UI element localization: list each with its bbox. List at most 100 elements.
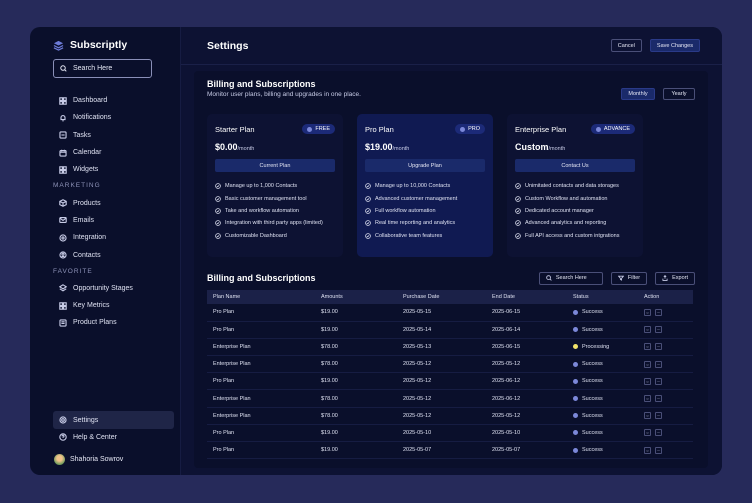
plan-feature: Take and workflow automation [215, 205, 335, 217]
price-period: /month [548, 146, 566, 152]
column-header[interactable]: End Date [492, 294, 515, 300]
status-badge: Processing [582, 343, 610, 350]
price-value: $19.00 [365, 142, 393, 152]
check-circle-icon [365, 220, 371, 227]
more-icon[interactable]: ⋯ [655, 360, 662, 368]
view-icon[interactable]: ○ [644, 377, 651, 385]
cancel-button[interactable]: Cancel [610, 39, 642, 52]
feature-text: Manage up to 10,000 Contacts [375, 183, 451, 190]
sidebar-item-tasks[interactable]: Tasks [53, 127, 172, 144]
sidebar-item-settings[interactable]: Settings [53, 411, 174, 429]
status-badge: Success [582, 378, 603, 385]
save-changes-button[interactable]: Save Changes [649, 39, 700, 52]
more-icon[interactable]: ⋯ [655, 326, 662, 334]
filter-icon [617, 275, 624, 281]
table-row[interactable]: Enterprise Plan $78.00 2025-05-12 2025-05-1… [207, 407, 693, 425]
sidebar-item-calendar[interactable]: Calendar [53, 144, 172, 161]
sidebar-item-products[interactable]: Products [53, 194, 172, 211]
yearly-toggle[interactable]: Yearly [663, 88, 695, 100]
view-icon[interactable]: ○ [644, 395, 651, 403]
badge-label: ADVANCE [603, 126, 630, 132]
sidebar-item-widgets[interactable]: Widgets [53, 161, 172, 178]
plan-price: $19.00/month [365, 142, 485, 152]
user-profile[interactable]: Shahoria Sowrov [53, 454, 174, 465]
sidebar-item-dashboard[interactable]: Dashboard [53, 92, 172, 109]
cell-amount: $78.00 [315, 338, 397, 357]
plan-feature: Manage up to 1,000 Contacts [215, 180, 335, 192]
view-icon[interactable]: ○ [644, 360, 651, 368]
sidebar-item-product-plans[interactable]: Product Plans [53, 314, 172, 331]
filter-button[interactable]: Filter [610, 271, 648, 285]
more-icon[interactable]: ⋯ [655, 308, 662, 316]
cell-status: Success [567, 424, 638, 443]
calendar-icon [59, 149, 67, 157]
more-icon[interactable]: ⋯ [655, 429, 662, 437]
feature-text: Customizable Dashboard [225, 232, 287, 239]
price-value: $0.00 [215, 142, 238, 152]
contact-icon [59, 251, 67, 259]
cell-purchase-date: 2025-05-12 [397, 407, 486, 425]
box-icon [59, 199, 67, 207]
view-icon[interactable]: ○ [644, 412, 651, 420]
table-search[interactable]: Search Here [538, 271, 603, 285]
more-icon[interactable]: ⋯ [655, 446, 662, 454]
plan-action-button[interactable]: Contact Us [515, 159, 635, 172]
cell-status: Success [567, 321, 638, 339]
view-icon[interactable]: ○ [644, 429, 651, 437]
table-row[interactable]: Enterprise Plan $78.00 2025-05-12 2025-06-1… [207, 389, 693, 408]
table-row[interactable]: Pro Plan $19.00 2025-05-15 2025-06-15 Succes… [207, 304, 693, 322]
view-icon[interactable]: ○ [644, 326, 651, 334]
monthly-toggle[interactable]: Monthly [621, 88, 655, 100]
column-header[interactable]: Action [644, 294, 660, 300]
check-circle-icon [215, 183, 221, 189]
metrics-icon [59, 301, 67, 310]
cell-purchase-date: 2025-05-07 [397, 441, 486, 460]
table-row[interactable]: Pro Plan $19.00 2025-05-14 2025-06-14 Succes… [207, 321, 693, 339]
check-circle-icon [215, 232, 221, 239]
more-icon[interactable]: ⋯ [655, 377, 662, 385]
plan-action-button[interactable]: Current Plan [215, 159, 335, 172]
column-header[interactable]: Amounts [321, 294, 343, 300]
sidebar-item-help[interactable]: Help & Center [53, 429, 174, 446]
plan-card-starter-plan: Starter Plan FREE $0.00/month Current Plan M… [207, 114, 343, 257]
integration-icon [59, 234, 67, 242]
sidebar-item-key-metrics[interactable]: Key Metrics [53, 297, 172, 314]
cell-status: Success [567, 304, 638, 322]
column-header[interactable]: Status [573, 294, 589, 300]
table-row[interactable]: Pro Plan $19.00 2025-05-10 2025-05-10 Succes… [207, 424, 693, 443]
plan-feature: Collaborative team features [365, 230, 485, 242]
table-row[interactable]: Enterprise Plan $78.00 2025-05-13 2025-06-1… [207, 338, 693, 357]
sidebar-item-integration[interactable]: Integration [53, 229, 172, 246]
sidebar-item-notifications[interactable]: Notifications [53, 109, 172, 126]
top-bar: Settings Cancel Save Changes [181, 27, 722, 65]
sidebar-item-emails[interactable]: Emails [53, 212, 172, 229]
view-icon[interactable]: ○ [644, 308, 651, 316]
table-row[interactable]: Enterprise Plan $78.00 2025-05-12 2025-05-1… [207, 355, 693, 374]
plan-price: Custom/month [515, 142, 635, 152]
sidebar-item-contacts[interactable]: Contacts [53, 246, 172, 263]
more-icon[interactable]: ⋯ [655, 412, 662, 420]
status-dot [573, 430, 578, 436]
column-header[interactable]: Plan Name [213, 294, 241, 300]
view-icon[interactable]: ○ [644, 343, 651, 351]
plan-feature: Real time reporting and analytics [365, 217, 485, 229]
view-icon[interactable]: ○ [644, 446, 651, 454]
sidebar-item-opportunity-stages[interactable]: Opportunity Stages [53, 280, 172, 297]
plan-action-button[interactable]: Upgrade Plan [365, 159, 485, 172]
more-icon[interactable]: ⋯ [655, 395, 662, 403]
plan-name: Enterprise Plan [515, 124, 567, 134]
plan-feature: Dedicated account manager [515, 205, 635, 217]
table-head-row: Plan Name Amounts Purchase Date End Date Sta… [207, 290, 693, 304]
feature-text: Dedicated account manager [525, 207, 594, 214]
column-header[interactable]: Purchase Date [403, 294, 440, 300]
sidebar-search[interactable]: Search Here [53, 59, 152, 78]
table-row[interactable]: Pro Plan $19.00 2025-05-07 2025-05-07 Succes… [207, 441, 693, 460]
cell-end-date: 2025-05-07 [486, 441, 567, 460]
status-dot [573, 447, 578, 453]
sidebar-item-label: Settings [73, 416, 99, 424]
table-row[interactable]: Pro Plan $19.00 2025-05-12 2025-06-12 Succes… [207, 372, 693, 391]
export-button[interactable]: Export [655, 271, 695, 285]
sidebar-item-label: Key Metrics [73, 302, 110, 310]
cell-status: Success [567, 441, 638, 460]
more-icon[interactable]: ⋯ [655, 343, 662, 351]
